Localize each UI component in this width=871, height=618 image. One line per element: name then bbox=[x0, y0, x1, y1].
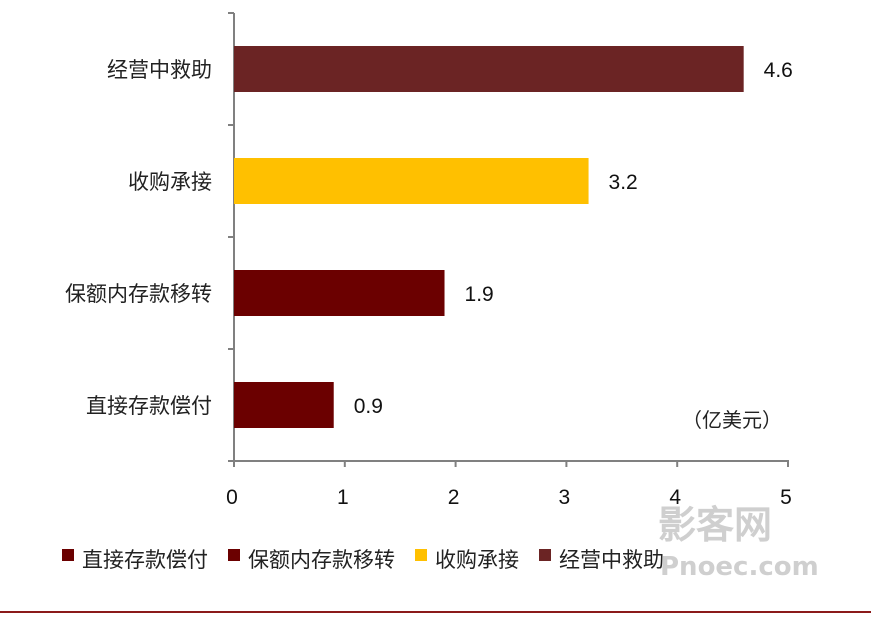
x-tick-label: 1 bbox=[337, 486, 349, 509]
legend-label: 经营中救助 bbox=[559, 548, 664, 572]
data-label: 3.2 bbox=[609, 171, 638, 194]
legend-label: 收购承接 bbox=[435, 548, 519, 572]
legend-swatch bbox=[228, 549, 240, 561]
bar bbox=[234, 158, 589, 204]
x-tick-label: 0 bbox=[226, 486, 238, 509]
category-label: 收购承接 bbox=[128, 170, 212, 194]
x-tick-label: 3 bbox=[559, 486, 571, 509]
category-label: 保额内存款移转 bbox=[65, 282, 212, 306]
bar bbox=[234, 382, 334, 428]
category-label: 经营中救助 bbox=[107, 58, 212, 82]
watermark-logo: 影客网 bbox=[658, 503, 772, 547]
legend-swatch bbox=[415, 549, 427, 561]
category-label: 直接存款偿付 bbox=[86, 394, 212, 418]
data-label: 4.6 bbox=[764, 59, 793, 82]
watermark-logo-sub: Pnoec.com bbox=[660, 552, 819, 582]
x-tick-label: 5 bbox=[780, 486, 792, 509]
legend-label: 直接存款偿付 bbox=[82, 548, 208, 572]
data-label: 0.9 bbox=[354, 395, 383, 418]
legend-label: 保额内存款移转 bbox=[248, 548, 395, 572]
bar bbox=[234, 46, 744, 92]
bar bbox=[234, 270, 445, 316]
bottom-rule bbox=[0, 611, 871, 613]
data-label: 1.9 bbox=[465, 283, 494, 306]
x-tick-label: 2 bbox=[448, 486, 460, 509]
x-tick-label: 4 bbox=[669, 486, 681, 509]
legend-swatch bbox=[539, 549, 551, 561]
legend-swatch bbox=[62, 549, 74, 561]
unit-label: （亿美元） bbox=[682, 408, 782, 432]
